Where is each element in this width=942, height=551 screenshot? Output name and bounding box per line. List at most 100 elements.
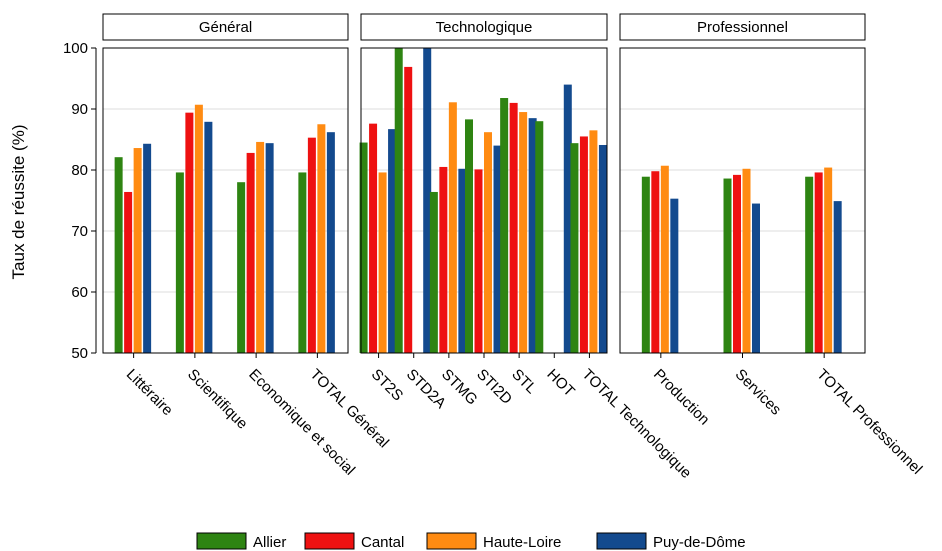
bar-puy-de-dome-stmg [458, 168, 467, 353]
bar-puy-de-dome-total-general [326, 132, 335, 353]
x-tick-label: ST2S [368, 366, 407, 405]
bar-cantal-litteraire [124, 191, 133, 353]
y-axis: 50 60 70 80 90 100 [63, 40, 97, 362]
legend-swatch [596, 532, 647, 550]
bar-haute-loire-services [742, 168, 751, 353]
panel-title: Professionnel [697, 19, 788, 36]
panel-strip [102, 13, 349, 41]
bar-haute-loire-production [660, 165, 669, 353]
panel-title: Général [199, 19, 252, 36]
bar-allier-stl [500, 98, 509, 354]
y-tick-label: 100 [63, 40, 88, 57]
bar-group-litteraire [114, 143, 152, 353]
y-tick-label: 80 [71, 162, 88, 179]
bar-puy-de-dome-production [670, 198, 679, 353]
bar-allier-sti2d [465, 119, 473, 354]
panel-title: Technologique [436, 19, 533, 36]
bar-group-services [723, 168, 760, 353]
bar-puy-de-dome-st2s [388, 129, 397, 353]
legend-swatch [426, 532, 477, 550]
bar-puy-de-dome-sti2d [493, 145, 502, 353]
panel-strip [619, 13, 866, 41]
bar-allier-litteraire [114, 157, 123, 353]
bar-haute-loire-total-technologique [589, 130, 598, 353]
x-tick-label: HOT [543, 366, 577, 400]
bar-haute-loire-total-professionnel [824, 167, 833, 353]
legend: Allier Cantal Haute-Loire Puy-de-Dôme [196, 532, 746, 551]
x-tick-label: Littéraire [123, 366, 176, 419]
bar-allier-stmg [429, 191, 438, 353]
bar-puy-de-dome-scientifique [204, 121, 213, 353]
bar-group-std2a [394, 48, 432, 353]
bar-cantal-total-general [307, 137, 316, 353]
x-tick-label: Scientifique [184, 366, 251, 433]
panel-frame [360, 47, 608, 354]
bar-group-stmg [429, 102, 467, 353]
y-tick-label: 70 [71, 223, 88, 240]
legend-item-allier: Allier [196, 532, 286, 551]
bar-group-production [641, 165, 679, 353]
legend-label: Allier [253, 534, 286, 551]
bar-allier-total-professionnel [805, 176, 814, 353]
bar-allier-hot [535, 121, 544, 353]
bar-cantal-economique-et-social [246, 152, 255, 353]
bar-puy-de-dome-total-professionnel [833, 201, 842, 353]
bar-group-total-technologique [570, 130, 607, 353]
y-axis-label: Taux de réussite (%) [9, 125, 28, 280]
bar-puy-de-dome-economique-et-social [265, 143, 274, 353]
y-tick-label: 90 [71, 101, 88, 118]
x-tick-label: TOTAL Professionnel [813, 366, 925, 478]
x-tick-label: Production [650, 366, 713, 429]
bar-cantal-std2a [404, 66, 413, 353]
bar-group-economique-et-social [237, 141, 274, 353]
panel-professionnel: Professionnel Production Services TOTAL Pro… [619, 13, 925, 478]
legend-item-haute-loire: Haute-Loire [426, 532, 561, 551]
legend-item-puy-de-dome: Puy-de-Dôme [596, 532, 746, 551]
bar-haute-loire-total-general [317, 124, 326, 353]
bar-puy-de-dome-std2a [423, 48, 432, 353]
bar-group-total-general [298, 124, 335, 353]
bar-haute-loire-litteraire [133, 148, 142, 353]
bar-cantal-stmg [439, 166, 448, 353]
legend-label: Haute-Loire [483, 534, 561, 551]
bar-group-scientifique [175, 104, 213, 353]
bar-group-hot [535, 84, 572, 353]
bar-cantal-stl [509, 102, 518, 354]
bar-haute-loire-st2s [378, 172, 387, 353]
legend-swatch [304, 532, 355, 550]
bar-allier-services [723, 178, 732, 353]
bar-allier-economique-et-social [237, 182, 246, 353]
bar-cantal-total-technologique [579, 136, 588, 353]
bar-puy-de-dome-stl [528, 118, 537, 354]
panel-frame [619, 47, 866, 354]
bar-cantal-st2s [369, 123, 378, 353]
bar-haute-loire-stl [519, 112, 528, 353]
bar-haute-loire-economique-et-social [256, 141, 265, 353]
bar-allier-total-technologique [570, 143, 579, 353]
bar-haute-loire-scientifique [194, 104, 203, 353]
chart-panels: Général Littéraire ScientifiqueEconomique … [102, 13, 925, 482]
bar-puy-de-dome-services [752, 203, 760, 353]
panel-general: Général Littéraire ScientifiqueEconomique … [102, 13, 392, 479]
bar-cantal-production [651, 171, 660, 353]
y-tick-label: 50 [71, 345, 88, 362]
legend-label: Puy-de-Dôme [653, 534, 746, 551]
bar-cantal-total-professionnel [814, 172, 823, 353]
bar-cantal-services [733, 174, 741, 353]
legend-swatch [196, 532, 247, 550]
legend-label: Cantal [361, 534, 404, 551]
x-tick-label: Services [732, 366, 785, 419]
bar-group-total-professionnel [805, 167, 842, 353]
bar-allier-scientifique [175, 172, 184, 353]
panel-strip [360, 13, 608, 41]
bar-cantal-scientifique [185, 112, 194, 353]
x-tick-label: Economique et social [245, 366, 358, 479]
bar-haute-loire-stmg [448, 102, 457, 353]
bar-allier-std2a [394, 48, 403, 353]
bar-allier-st2s [359, 142, 368, 353]
bar-allier-total-general [298, 172, 307, 353]
bar-puy-de-dome-hot [563, 84, 572, 353]
bar-group-sti2d [465, 119, 502, 354]
bar-puy-de-dome-litteraire [143, 143, 152, 353]
